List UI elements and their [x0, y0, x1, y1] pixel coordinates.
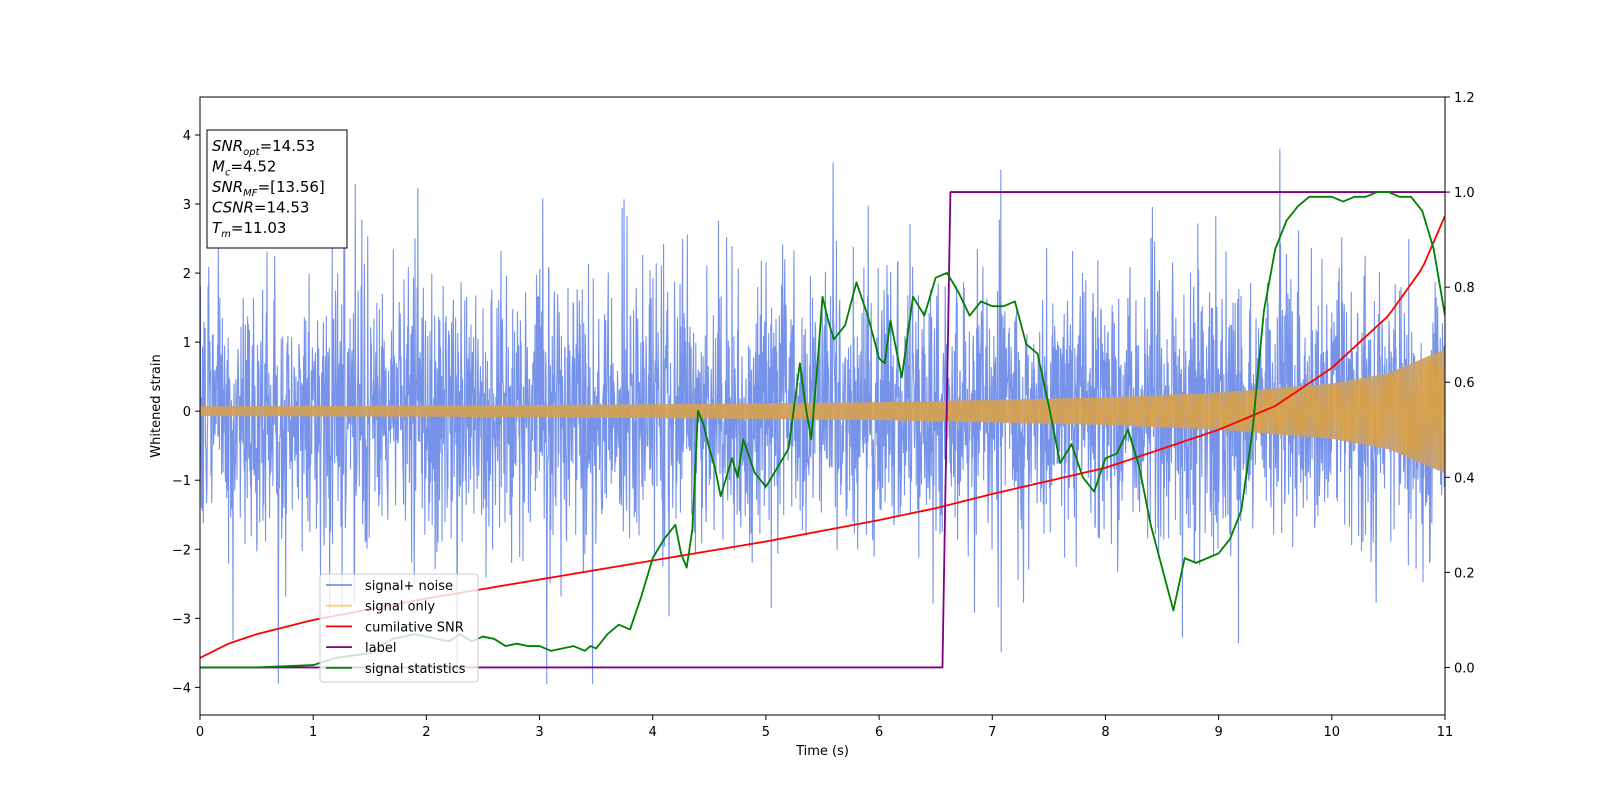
- signal-only-line: [200, 350, 1445, 473]
- y-tick-label: −4: [172, 681, 191, 696]
- annotation-line: Tm=11.03: [212, 219, 286, 240]
- legend-entry: signal statistics: [365, 662, 466, 677]
- y-tick-label: −2: [172, 543, 191, 558]
- y2-tick-label: 0.4: [1454, 471, 1475, 486]
- x-tick-label: 10: [1324, 725, 1341, 740]
- x-tick-label: 8: [1101, 725, 1109, 740]
- y-tick-label: 4: [183, 129, 191, 144]
- y-tick-label: −1: [172, 474, 191, 489]
- y2-tick-label: 1.0: [1454, 186, 1475, 201]
- x-axis-label: Time (s): [795, 744, 849, 759]
- signal-statistics-series: [200, 191, 1445, 669]
- annotation-line: CSNR=14.53: [212, 199, 309, 217]
- legend-frame: [319, 573, 479, 683]
- x-tick-label: 0: [196, 725, 204, 740]
- x-tick-label: 5: [762, 725, 770, 740]
- label-line: [200, 191, 1445, 669]
- y-axis-ticks: −4 −3 −2 −1 0 1 2 3 4: [172, 129, 200, 696]
- y2-axis-ticks: 0.0 0.2 0.4 0.6 0.8 1.0 1.2: [1445, 91, 1475, 676]
- annotation-line: SNRMF=[13.56]: [212, 178, 325, 199]
- x-tick-label: 11: [1437, 725, 1454, 740]
- plot-frame: [199, 96, 1446, 716]
- y-tick-label: 0: [183, 405, 191, 420]
- legend: signal+ noise signal only cumilative SNR la…: [319, 573, 479, 683]
- annotation-line: SNRopt=14.53: [212, 137, 315, 158]
- y2-tick-label: 1.2: [1454, 91, 1475, 106]
- x-tick-label: 3: [535, 725, 543, 740]
- y-tick-label: 3: [183, 198, 191, 213]
- y2-tick-label: 0.6: [1454, 376, 1475, 391]
- signal-only-band: [200, 349, 1445, 474]
- x-tick-label: 2: [422, 725, 430, 740]
- y-axis-label: Whitened strain: [149, 354, 164, 457]
- y2-tick-label: 0.8: [1454, 281, 1475, 296]
- annotation-frame: [206, 129, 348, 249]
- signal-statistics-line: [200, 191, 1445, 669]
- x-tick-label: 7: [988, 725, 996, 740]
- x-tick-label: 4: [649, 725, 657, 740]
- y-tick-label: 1: [183, 336, 191, 351]
- legend-entry: label: [365, 641, 396, 656]
- y-tick-label: 2: [183, 267, 191, 282]
- annotation-line: Mc=4.52: [212, 158, 276, 179]
- legend-entry: signal+ noise: [365, 579, 453, 594]
- signal-noise-line: [200, 148, 1445, 684]
- signal-noise-series: [200, 148, 1445, 684]
- x-tick-label: 9: [1214, 725, 1222, 740]
- y2-tick-label: 0.0: [1454, 661, 1475, 676]
- x-tick-label: 1: [309, 725, 317, 740]
- x-axis-ticks: 0 1 2 3 4 5 6 7 8 9 10 11: [196, 715, 1453, 740]
- annotation-box: SNRopt=14.53Mc=4.52SNRMF=[13.56]CSNR=14.…: [206, 129, 348, 249]
- x-tick-label: 6: [875, 725, 883, 740]
- legend-entry: signal only: [365, 600, 435, 615]
- label-series: [200, 191, 1445, 669]
- y2-tick-label: 0.2: [1454, 566, 1475, 581]
- legend-entry: cumilative SNR: [365, 620, 464, 635]
- signal-only-series: [200, 349, 1445, 474]
- y-tick-label: −3: [172, 612, 191, 627]
